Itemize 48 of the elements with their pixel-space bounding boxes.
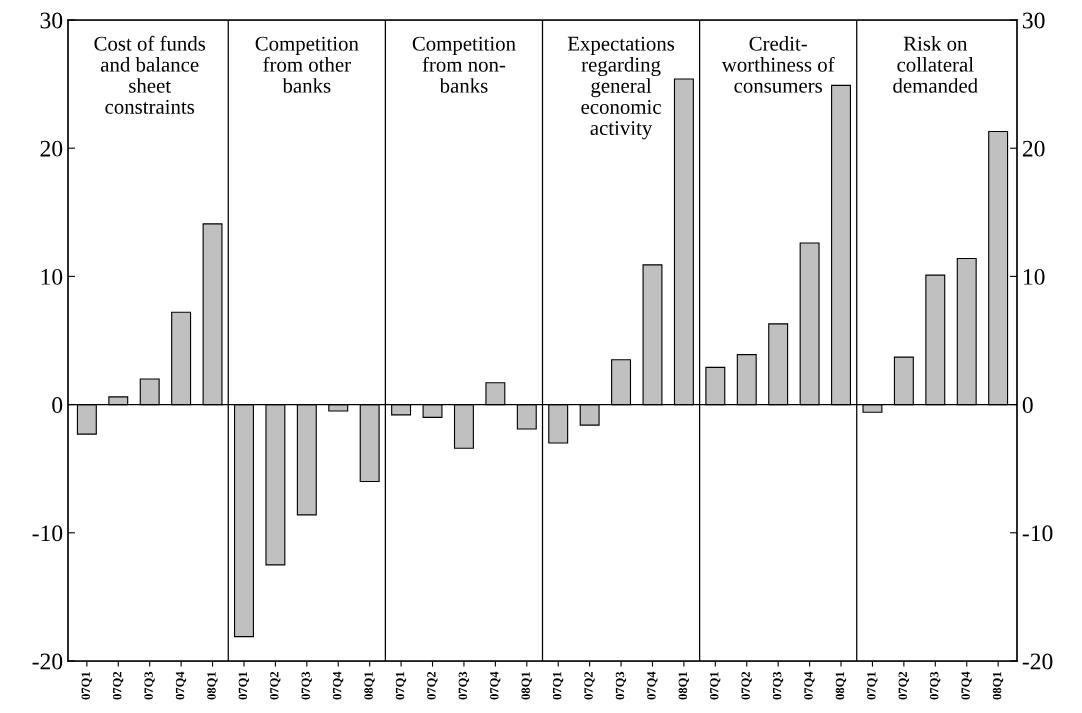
x-tick-label: 07Q3 [772,671,784,700]
y2-tick-label: 20 [1022,140,1045,157]
y-tick-label: 20 [40,140,63,157]
y-tick-label: 30 [40,12,63,29]
x-tick-label: 08Q1 [207,672,218,700]
y2-tick-label: -20 [1022,653,1053,670]
y2-tick-label: 10 [1023,268,1045,285]
x-tick-label: 07Q2 [898,671,909,700]
x-tick-label: 07Q4 [332,671,344,700]
x-tick-label: 08Q1 [678,672,689,700]
x-tick-label: 07Q1 [552,672,564,700]
x-tick-label: 07Q3 [458,671,469,700]
y-tick-label: -10 [32,525,63,542]
y2-tick-label: 0 [1022,397,1033,414]
x-tick-label: 07Q1 [238,672,250,700]
y-tick-label: 0 [52,397,63,414]
x-tick-label: 08Q1 [364,672,375,700]
x-tick-label: 07Q3 [144,671,155,700]
x-tick-label: 07Q1 [867,672,878,700]
y2-tick-label: -10 [1022,525,1053,542]
x-tick-label: 08Q1 [835,672,847,700]
x-tick-label: 07Q3 [615,671,627,700]
annotation: Competition from non- banks [412,36,516,93]
x-tick-label: 07Q1 [395,672,407,700]
y2-tick-label: 30 [1022,12,1045,29]
y-tick-label: 10 [41,268,63,285]
annotation: Competition from other banks [255,36,359,93]
x-tick-label: 07Q4 [804,671,815,700]
x-tick-label: 07Q3 [301,671,312,700]
x-tick-label: 07Q4 [647,671,658,700]
x-tick-label: 08Q1 [992,672,1004,700]
y-tick-label: -20 [32,653,63,670]
annotation: Expectations regarding general economic activity [567,36,675,140]
annotation: Credit- worthiness of consumers [721,36,835,93]
x-tick-label: 07Q4 [961,671,972,700]
x-tick-label: 07Q4 [175,671,187,700]
x-tick-label: 07Q4 [490,671,501,700]
annotation: Cost of funds and balance sheet constraints [94,35,206,114]
x-tick-label: 07Q1 [81,672,92,700]
x-tick-label: 07Q2 [270,671,281,700]
x-tick-label: 08Q1 [521,672,532,700]
x-tick-label: 07Q2 [741,671,752,700]
x-tick-label: 07Q1 [710,672,721,700]
x-tick-label: 07Q2 [427,671,438,700]
x-tick-label: 07Q3 [929,671,941,700]
annotation: Risk on collateral demanded [893,36,978,93]
x-tick-label: 07Q2 [584,671,595,700]
x-tick-label: 07Q2 [112,671,124,700]
